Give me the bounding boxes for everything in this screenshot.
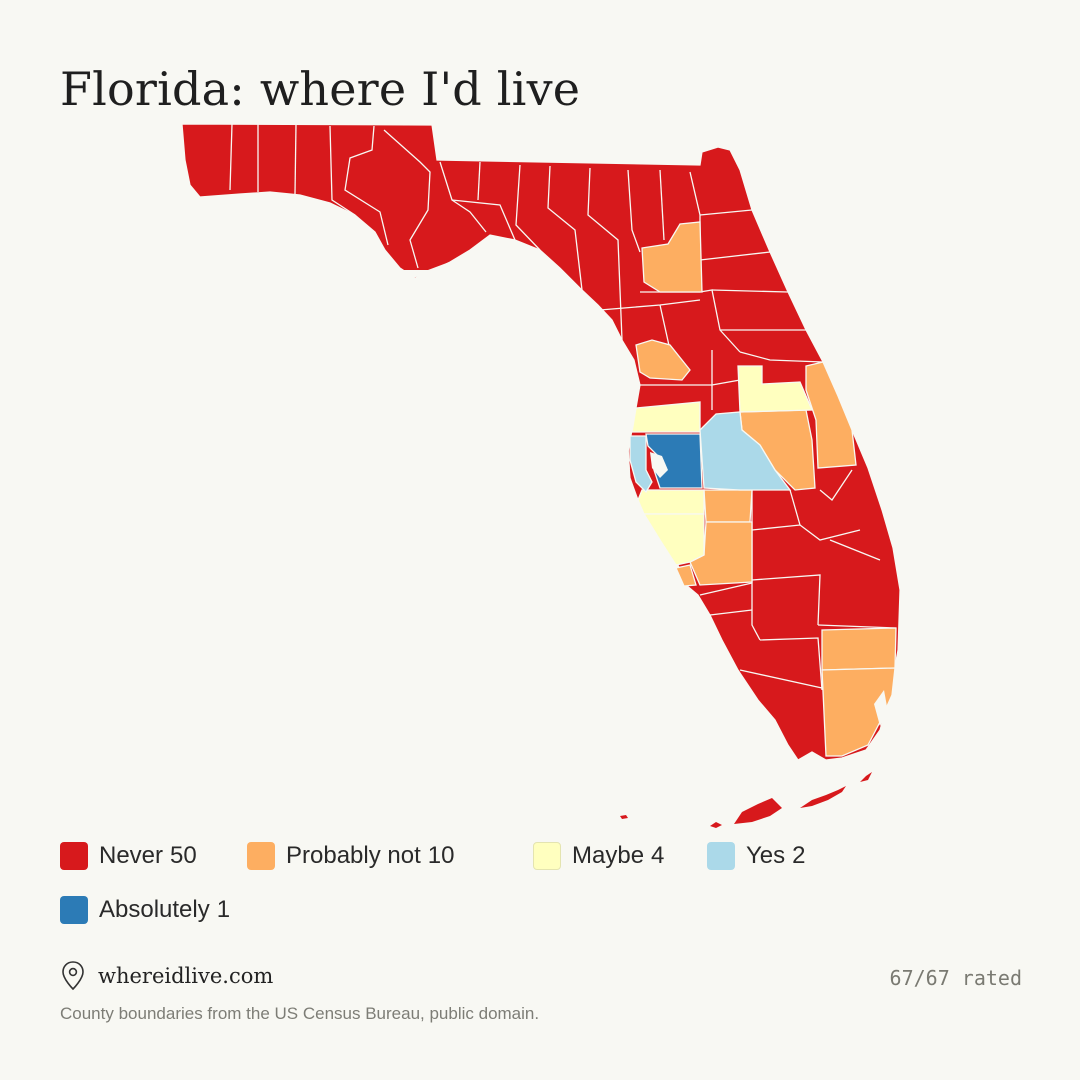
site-link[interactable]: whereidlive.com <box>98 964 274 988</box>
map-pin-icon <box>62 961 84 991</box>
legend-item-probably-not: Probably not 10 <box>247 840 454 872</box>
legend-label-probably-not: Probably not <box>286 842 421 869</box>
page-title: Florida: where I'd live <box>60 62 581 116</box>
legend-count-probably-not: 10 <box>427 842 455 869</box>
legend-swatch-probably-not <box>247 842 275 870</box>
legend-count-maybe: 4 <box>651 842 665 869</box>
legend-item-absolutely: Absolutely 1 <box>60 894 230 926</box>
legend-count-yes: 2 <box>792 842 806 869</box>
legend-label-never: Never <box>99 842 164 869</box>
legend-swatch-absolutely <box>60 896 88 924</box>
legend-swatch-maybe <box>533 842 561 870</box>
legend-swatch-yes <box>707 842 735 870</box>
footer: whereidlive.com 67/67 rated <box>60 958 1022 998</box>
counties-maybe <box>631 365 813 566</box>
legend-swatch-never <box>60 842 88 870</box>
florida-keys <box>620 772 872 828</box>
counties-probably-not <box>635 221 897 757</box>
legend-label-absolutely: Absolutely <box>99 896 210 923</box>
legend-item-yes: Yes 2 <box>707 840 806 872</box>
legend-item-never: Never 50 <box>60 840 197 872</box>
legend-count-never: 50 <box>170 842 197 869</box>
counties-yes <box>629 411 792 494</box>
legend-label-yes: Yes <box>746 842 786 869</box>
legend-item-maybe: Maybe 4 <box>533 840 664 872</box>
coastal-water <box>384 248 888 726</box>
rated-count: 67/67 rated <box>889 966 1022 990</box>
legend-label-maybe: Maybe <box>572 842 645 869</box>
legend-count-absolutely: 1 <box>216 896 231 923</box>
data-credit: County boundaries from the US Census Bur… <box>60 1004 540 1023</box>
